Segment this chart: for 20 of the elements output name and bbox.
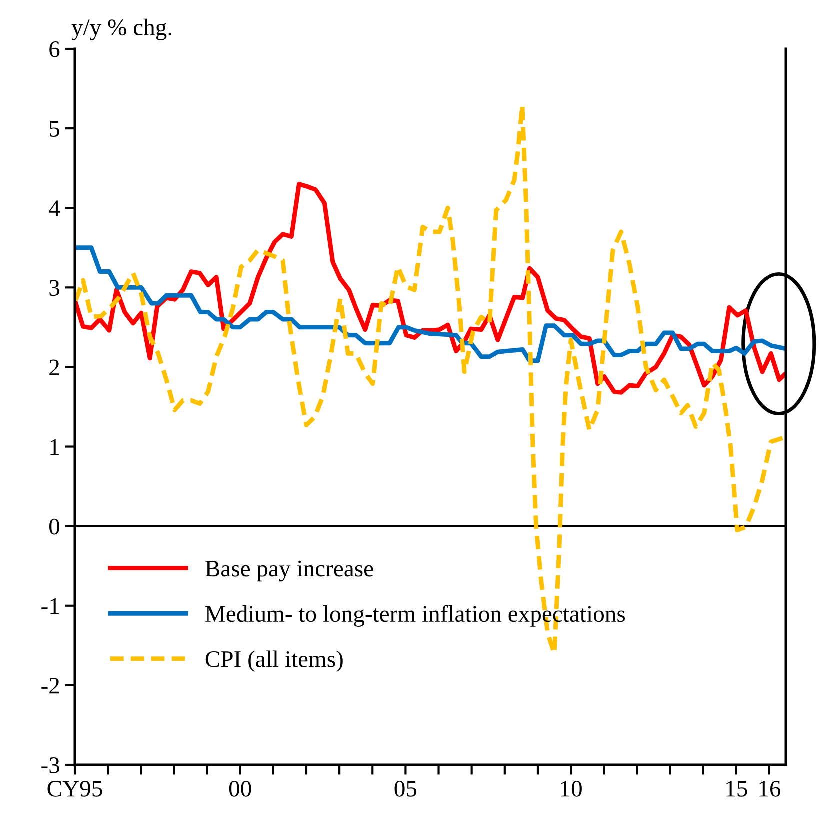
y-tick-label: -1 xyxy=(42,598,59,614)
legend-label: Medium- to long-term inflation expectations xyxy=(206,605,626,627)
x-tick-label: CY95 xyxy=(48,781,102,797)
y-tick-label: 1 xyxy=(50,439,59,455)
x-tick-label: 05 xyxy=(394,780,417,797)
legend-label: Base pay increase xyxy=(206,560,374,582)
y-tick-label: -2 xyxy=(42,678,60,694)
y-tick-label: 6 xyxy=(50,42,60,58)
x-tick-label: 10 xyxy=(561,780,582,797)
x-tick-label: 00 xyxy=(229,780,252,797)
y-tick-label: 2 xyxy=(50,360,60,376)
y-tick-label: -3 xyxy=(42,758,60,774)
y-tick-label: 4 xyxy=(49,200,60,216)
y-tick-label: 0 xyxy=(50,518,60,535)
y-axis-title: y/y % chg. xyxy=(72,18,172,40)
y-tick-label: 3 xyxy=(50,280,60,296)
x-tick-label: 15 xyxy=(726,781,748,797)
legend-label: CPI (all items) xyxy=(206,650,343,672)
y-tick-label: 5 xyxy=(50,121,60,137)
x-tick-label: 16 xyxy=(760,781,781,797)
